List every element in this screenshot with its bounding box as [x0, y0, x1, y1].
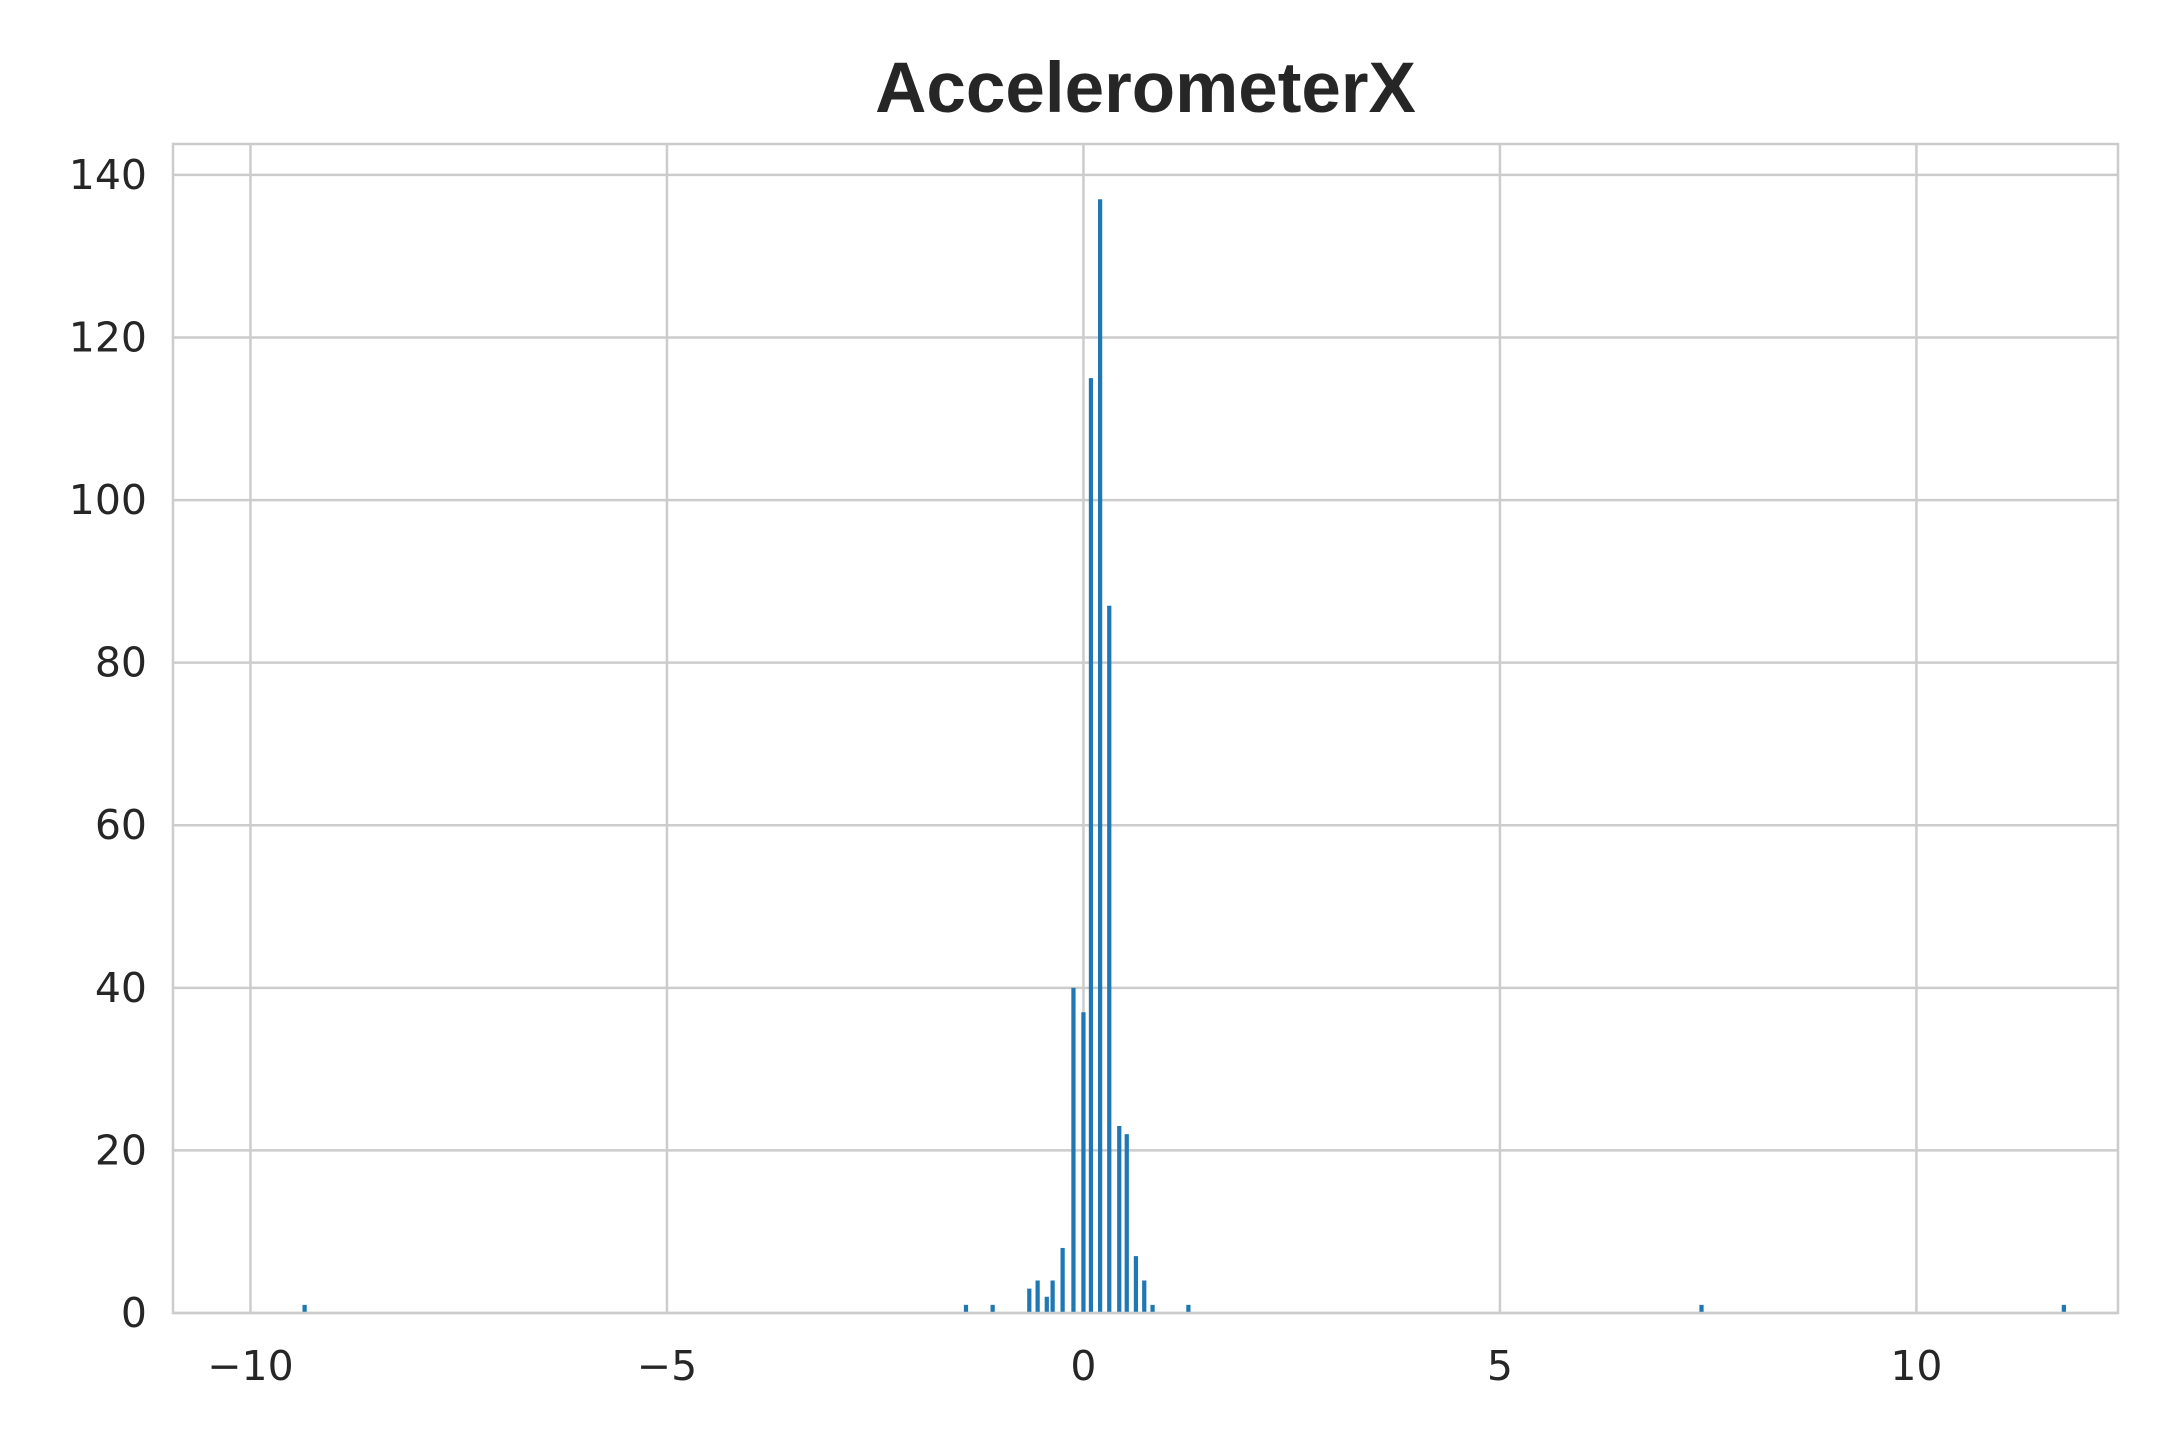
histogram-bar — [1088, 378, 1094, 1313]
histogram-bar — [1044, 1296, 1049, 1313]
y-tick-label: 60 — [95, 801, 147, 849]
x-tick-label: 5 — [1487, 1342, 1513, 1390]
y-tick-label: 0 — [121, 1289, 147, 1337]
x-tick-label: 10 — [1890, 1342, 1942, 1390]
y-tick-label: 40 — [95, 964, 147, 1012]
chart-title: AccelerometerX — [875, 49, 1416, 128]
histogram-bar — [1117, 1126, 1122, 1313]
x-tick-label: −5 — [637, 1342, 697, 1390]
histogram-bar — [1133, 1256, 1139, 1313]
y-tick-label: 140 — [69, 151, 147, 199]
histogram-bar — [1150, 1304, 1155, 1313]
histogram-bar — [1124, 1134, 1129, 1313]
histogram-bar — [963, 1304, 969, 1313]
histogram-bar — [1027, 1288, 1032, 1313]
histogram-bar — [2061, 1304, 2066, 1313]
histogram-bar — [1071, 987, 1076, 1313]
histogram-bar — [1035, 1280, 1040, 1313]
histogram-bar — [990, 1304, 995, 1313]
x-axis-tick-labels: −10 −5 0 5 10 — [207, 1342, 1942, 1390]
plot-frame — [171, 142, 2120, 1315]
y-tick-label: 100 — [69, 476, 147, 524]
histogram-bar — [1699, 1304, 1704, 1313]
histogram-bars — [302, 199, 2066, 1314]
histogram-bar — [1097, 199, 1103, 1314]
histogram-bar — [1107, 605, 1112, 1313]
y-axis-tick-labels: 0 20 40 60 80 100 120 140 — [69, 151, 147, 1337]
y-tick-label: 20 — [95, 1126, 147, 1174]
histogram-bar — [302, 1304, 307, 1313]
histogram-bar — [1142, 1280, 1147, 1313]
histogram-bar — [1050, 1280, 1055, 1313]
histogram-bar — [1186, 1304, 1191, 1313]
histogram-bar — [1060, 1247, 1065, 1313]
y-tick-label: 120 — [69, 313, 147, 361]
histogram-bar — [1081, 1012, 1086, 1313]
y-tick-label: 80 — [95, 639, 147, 687]
x-tick-label: 0 — [1070, 1342, 1096, 1390]
x-tick-label: −10 — [207, 1342, 294, 1390]
